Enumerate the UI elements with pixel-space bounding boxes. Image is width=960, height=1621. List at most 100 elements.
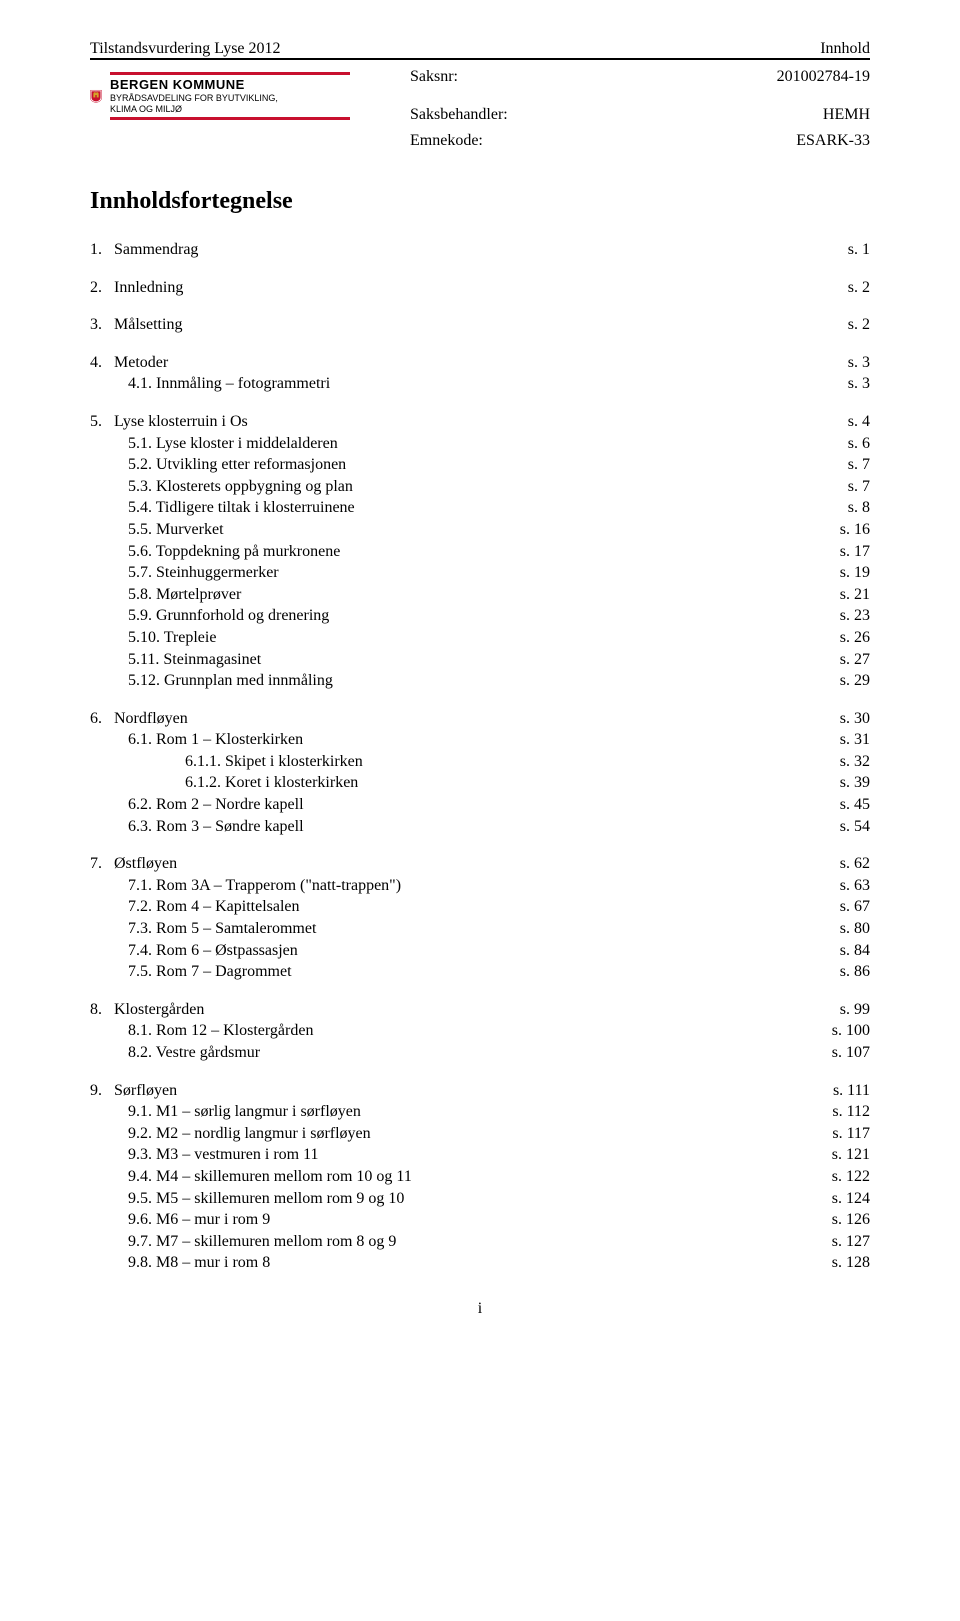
toc-entry-label: 9.8. M8 – mur i rom 8: [128, 1252, 270, 1274]
toc-entry-page: s. 6: [848, 433, 870, 455]
toc-entry-page: s. 29: [840, 670, 870, 692]
toc-entry-page: s. 7: [848, 454, 870, 476]
crest-shield-icon: [90, 68, 102, 124]
page-title: Innholdsfortegnelse: [90, 188, 870, 215]
toc-entry: 9.3. M3 – vestmuren i rom 11s. 121: [90, 1144, 870, 1166]
toc-entry: 7.1. Rom 3A – Trapperom ("natt-trappen")…: [90, 875, 870, 897]
toc-entry-label: 9. Sørfløyen: [90, 1080, 177, 1102]
toc-entry: 1. Sammendrag s. 1: [90, 239, 870, 261]
toc-entry-page: s. 30: [840, 708, 870, 730]
toc-gap: [90, 395, 870, 411]
toc-entry: 5.1. Lyse kloster i middelalderen s. 6: [90, 433, 870, 455]
toc-entry: 6.1.1. Skipet i klosterkirkens. 32: [90, 751, 870, 773]
toc-entry-page: s. 126: [832, 1209, 870, 1231]
toc-entry: 9.7. M7 – skillemuren mellom rom 8 og 9 s…: [90, 1231, 870, 1253]
red-line-top: [110, 72, 350, 75]
toc-entry-label: 7.5. Rom 7 – Dagrommet: [128, 961, 292, 983]
meta-saksbehandler: Saksbehandler: HEMH: [410, 106, 870, 124]
toc-entry-label: 6.2. Rom 2 – Nordre kapell: [128, 794, 304, 816]
toc-entry-page: s. 8: [848, 497, 870, 519]
toc-entry-page: s. 100: [832, 1020, 870, 1042]
toc-entry-label: 9.2. M2 – nordlig langmur i sørfløyen: [128, 1123, 371, 1145]
toc-entry: 6.1.2. Koret i klosterkirken s. 39: [90, 772, 870, 794]
toc-entry: 9.5. M5 – skillemuren mellom rom 9 og 10…: [90, 1188, 870, 1210]
toc-entry-label: 8. Klostergården: [90, 999, 204, 1021]
meta-saksnr: Saksnr: 201002784-19: [410, 68, 870, 86]
toc-entry-label: 5.1. Lyse kloster i middelalderen: [128, 433, 338, 455]
toc-entry-label: 6.3. Rom 3 – Søndre kapell: [128, 816, 304, 838]
toc-entry-page: s. 31: [840, 729, 870, 751]
toc-entry-page: s. 2: [848, 314, 870, 336]
toc-entry: 8. Klostergårdens. 99: [90, 999, 870, 1021]
toc-entry: 5.4. Tidligere tiltak i klosterruinenes.…: [90, 497, 870, 519]
toc-entry: 6. Nordfløyens. 30: [90, 708, 870, 730]
toc-entry: 7. Østfløyen s. 62: [90, 853, 870, 875]
toc-entry-page: s. 19: [840, 562, 870, 584]
toc-entry: 9.6. M6 – mur i rom 9 s. 126: [90, 1209, 870, 1231]
toc-entry-page: s. 117: [832, 1123, 870, 1145]
toc-gap: [90, 298, 870, 314]
toc-entry-label: 7. Østfløyen: [90, 853, 177, 875]
meta-emnekode: Emnekode: ESARK-33: [410, 132, 870, 150]
toc-entry-page: s. 67: [840, 896, 870, 918]
org-name: BERGEN KOMMUNE: [110, 77, 350, 93]
toc-entry-label: 5.12. Grunnplan med innmåling: [128, 670, 333, 692]
toc-entry-page: s. 107: [832, 1042, 870, 1064]
crest-text: BERGEN KOMMUNE BYRÅDSAVDELING FOR BYUTVI…: [110, 70, 350, 121]
toc-entry-label: 3. Målsetting: [90, 314, 182, 336]
toc-entry: 6.3. Rom 3 – Søndre kapell s. 54: [90, 816, 870, 838]
toc-entry-page: s. 54: [840, 816, 870, 838]
toc-entry-label: 4. Metoder: [90, 352, 168, 374]
header-right: Innhold: [820, 40, 870, 58]
toc-entry: 5.2. Utvikling etter reformasjonens. 7: [90, 454, 870, 476]
toc-entry-label: 7.1. Rom 3A – Trapperom ("natt-trappen"): [128, 875, 401, 897]
toc-entry-label: 5.9. Grunnforhold og drenering: [128, 605, 329, 627]
toc-entry-page: s. 39: [840, 772, 870, 794]
toc-entry-page: s. 112: [832, 1101, 870, 1123]
emnekode-label: Emnekode:: [410, 132, 483, 150]
toc-entry: 6.2. Rom 2 – Nordre kapell s. 45: [90, 794, 870, 816]
toc-entry: 7.2. Rom 4 – Kapittelsalen s. 67: [90, 896, 870, 918]
toc-entry: 9. Sørfløyens. 111: [90, 1080, 870, 1102]
toc-entry-page: s. 1: [848, 239, 870, 261]
red-line-bottom: [110, 117, 350, 120]
toc-entry: 5. Lyse klosterruin i Oss. 4: [90, 411, 870, 433]
toc-entry-label: 1. Sammendrag: [90, 239, 198, 261]
toc-entry-label: 8.2. Vestre gårdsmur: [128, 1042, 260, 1064]
toc-entry-page: s. 7: [848, 476, 870, 498]
toc-entry-label: 7.2. Rom 4 – Kapittelsalen: [128, 896, 300, 918]
toc-entry-page: s. 16: [840, 519, 870, 541]
toc-entry: 8.2. Vestre gårdsmur s. 107: [90, 1042, 870, 1064]
toc-entry: 5.10. Trepleies. 26: [90, 627, 870, 649]
toc-entry-page: s. 127: [832, 1231, 870, 1253]
toc-entry-label: 7.3. Rom 5 – Samtalerommet: [128, 918, 316, 940]
toc-entry: 4.1. Innmåling – fotogrammetris. 3: [90, 373, 870, 395]
toc-entry: 7.5. Rom 7 – Dagrommets. 86: [90, 961, 870, 983]
toc-entry-label: 6.1. Rom 1 – Klosterkirken: [128, 729, 303, 751]
toc-entry-label: 9.7. M7 – skillemuren mellom rom 8 og 9: [128, 1231, 396, 1253]
toc-entry: 5.11. Steinmagasinets. 27: [90, 649, 870, 671]
toc-entry: 9.1. M1 – sørlig langmur i sørfløyens. 1…: [90, 1101, 870, 1123]
toc-entry-page: s. 84: [840, 940, 870, 962]
toc-entry-label: 7.4. Rom 6 – Østpassasjen: [128, 940, 298, 962]
toc-entry-label: 6.1.2. Koret i klosterkirken: [185, 772, 358, 794]
toc-entry-page: s. 32: [840, 751, 870, 773]
meta-block: Saksnr: 201002784-19 Saksbehandler: HEMH…: [410, 68, 870, 158]
toc-entry-page: s. 121: [832, 1144, 870, 1166]
table-of-contents: 1. Sammendrags. 12. Innlednings. 23. Mål…: [90, 239, 870, 1274]
toc-entry: 7.4. Rom 6 – Østpassasjen s. 84: [90, 940, 870, 962]
logo-meta-row: BERGEN KOMMUNE BYRÅDSAVDELING FOR BYUTVI…: [90, 68, 870, 158]
toc-entry-page: s. 45: [840, 794, 870, 816]
toc-entry: 5.9. Grunnforhold og drenerings. 23: [90, 605, 870, 627]
toc-entry-page: s. 17: [840, 541, 870, 563]
toc-entry: 9.2. M2 – nordlig langmur i sørfløyen s. …: [90, 1123, 870, 1145]
toc-entry-page: s. 62: [840, 853, 870, 875]
toc-entry-label: 9.6. M6 – mur i rom 9: [128, 1209, 270, 1231]
toc-entry: 7.3. Rom 5 – Samtalerommets. 80: [90, 918, 870, 940]
toc-entry: 5.6. Toppdekning på murkronenes. 17: [90, 541, 870, 563]
toc-entry: 5.5. Murverkets. 16: [90, 519, 870, 541]
toc-entry: 9.8. M8 – mur i rom 8s. 128: [90, 1252, 870, 1274]
toc-entry-page: s. 27: [840, 649, 870, 671]
saksbehandler-value: HEMH: [823, 106, 870, 124]
dept-line-1: BYRÅDSAVDELING FOR BYUTVIKLING,: [110, 93, 350, 104]
